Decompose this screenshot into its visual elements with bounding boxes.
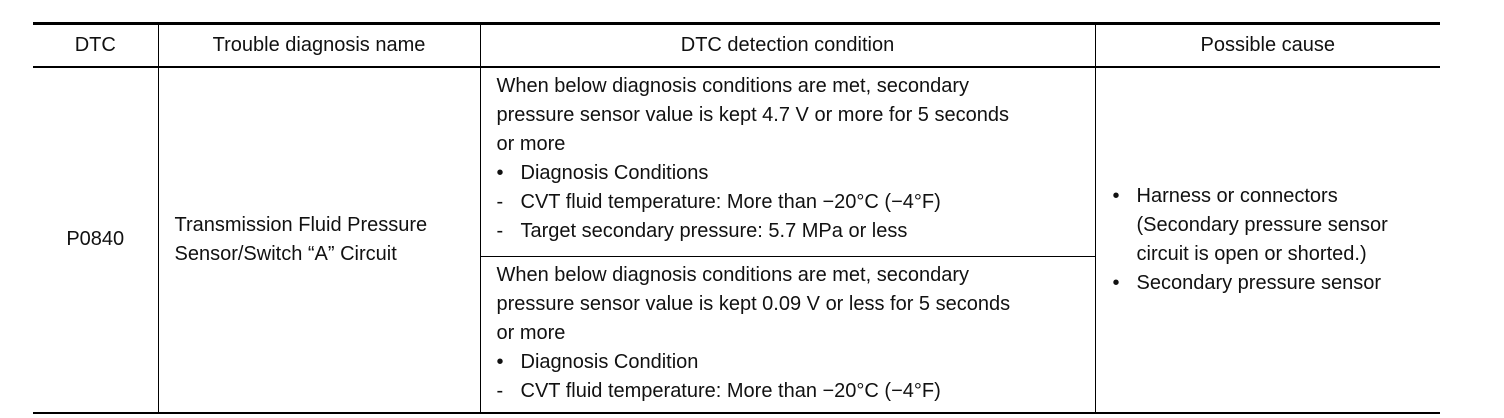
text-line: Sensor/Switch “A” Circuit xyxy=(174,242,397,265)
text-line: pressure sensor value is kept 4.7 V or m… xyxy=(496,103,1009,126)
text-line: When below diagnosis conditions are met,… xyxy=(496,264,969,286)
item-text: Diagnosis Conditions xyxy=(520,161,709,184)
list-marker: • xyxy=(496,161,504,184)
item-text: CVT fluid temperature: More than −20°C (… xyxy=(520,380,941,402)
dtc-code: P0840 xyxy=(33,66,159,413)
item-text: Target secondary pressure: 5.7 MPa or le… xyxy=(520,219,908,242)
list-item: • Diagnosis Conditions xyxy=(497,159,1085,188)
header-cell: Trouble diagnosis name xyxy=(157,23,481,67)
list-item: • Harness or connectors (Secondary pressur… xyxy=(1113,182,1441,269)
header-cell: DTC xyxy=(33,23,159,67)
list-marker: - xyxy=(496,190,504,213)
list-item: • Secondary pressure sensor xyxy=(1113,269,1441,298)
list-item: - CVT fluid temperature: More than −20°C … xyxy=(497,377,1085,406)
list-item: • Diagnosis Condition xyxy=(497,348,1085,377)
text-line: Harness or connectors xyxy=(1136,184,1338,207)
header-row: DTC Trouble diagnosis name DTC detection… xyxy=(33,23,1440,67)
list-marker: • xyxy=(1112,184,1120,207)
text-line: pressure sensor value is kept 0.09 V or … xyxy=(496,293,1011,315)
item-text: Secondary pressure sensor xyxy=(1137,269,1382,298)
text-line: or more xyxy=(496,132,566,155)
list-item: - Target secondary pressure: 5.7 MPa or l… xyxy=(497,217,1085,246)
text-line: Secondary pressure sensor xyxy=(1136,271,1382,294)
item-text: Harness or connectors (Secondary pressure… xyxy=(1137,182,1388,269)
text-line: circuit is open or shorted.) xyxy=(1136,242,1367,265)
item-text: CVT fluid temperature: More than −20°C (… xyxy=(520,190,941,213)
list-marker: - xyxy=(496,219,504,242)
item-text: Diagnosis Condition xyxy=(520,351,699,373)
condition-cell: When below diagnosis conditions are met,… xyxy=(479,66,1096,257)
list-item: - CVT fluid temperature: More than −20°C … xyxy=(497,188,1085,217)
text-line: or more xyxy=(496,322,566,344)
dtc-table: DTC Trouble diagnosis name DTC detection… xyxy=(33,22,1440,414)
text-line: (Secondary pressure sensor xyxy=(1136,213,1388,236)
list-marker: • xyxy=(496,351,504,373)
list-marker: • xyxy=(1112,271,1120,294)
condition-cell: When below diagnosis conditions are met,… xyxy=(479,256,1096,413)
header-cell: DTC detection condition xyxy=(479,23,1096,67)
row: When below diagnosis conditions are met,… xyxy=(33,256,1440,413)
text-line: Transmission Fluid Pressure xyxy=(174,213,428,236)
cause-cell: • Harness or connectors (Secondary pressur… xyxy=(1094,66,1441,413)
row: P0840 Transmission Fluid Pressure Sensor… xyxy=(33,66,1440,413)
list-marker: - xyxy=(496,380,504,402)
text-line: When below diagnosis conditions are met,… xyxy=(496,74,969,97)
header-cell: Possible cause xyxy=(1094,23,1440,67)
diagnosis-name: Transmission Fluid Pressure Sensor/Switc… xyxy=(157,66,481,413)
